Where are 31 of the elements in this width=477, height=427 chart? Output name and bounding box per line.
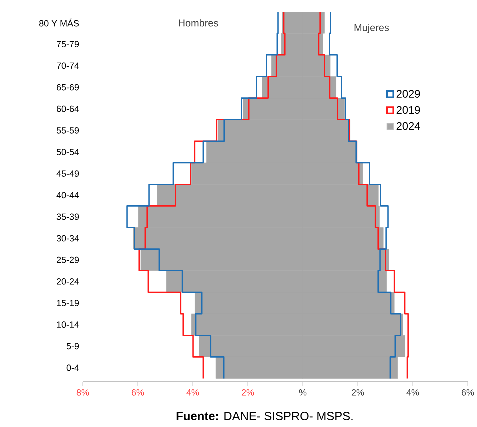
annotation: Mujeres	[354, 24, 390, 34]
y-tick-label: 40-44	[56, 192, 80, 199]
legend-label: 2029	[396, 90, 420, 98]
y-tick-label: 25-29	[57, 256, 80, 264]
x-tick-label: %	[299, 390, 307, 396]
y-tick-label: 75-79	[57, 41, 80, 48]
y-tick-label: 80 Y MÁS	[40, 18, 80, 27]
y-tick-label: 15-19	[57, 300, 80, 306]
legend-label: 2019	[396, 106, 420, 114]
y-tick-label: 10-14	[57, 322, 80, 328]
x-tick-label: 6%	[132, 390, 144, 396]
legend-label: 2024	[396, 122, 420, 130]
y-tick-label: 20-24	[57, 278, 80, 285]
x-tick-label: 6%	[462, 390, 474, 396]
y-tick-label: 5-9	[66, 343, 80, 350]
x-tick-label: 4%	[186, 390, 200, 396]
y-tick-label: 45-49	[56, 170, 80, 177]
text: Fuente: DANE- SISPRO- MSPS.	[176, 412, 353, 420]
y-tick-label: 50-54	[56, 149, 80, 156]
y-tick-label: 60-64	[57, 106, 80, 112]
x-tick-label: 2%	[352, 390, 364, 396]
y-tick-label: 55-59	[56, 127, 80, 134]
annotation: Hombres	[179, 19, 218, 27]
y-tick-label: 65-69	[57, 84, 80, 91]
y-tick-label: 30-34	[56, 235, 80, 242]
x-tick-label: 4%	[406, 390, 420, 396]
x-tick-label: 8%	[76, 390, 90, 396]
x-tick-label: 2%	[242, 390, 254, 396]
y-tick-label: 0-4	[66, 364, 80, 372]
y-tick-label: 35-39	[56, 214, 80, 220]
y-tick-label: 70-74	[57, 62, 80, 70]
